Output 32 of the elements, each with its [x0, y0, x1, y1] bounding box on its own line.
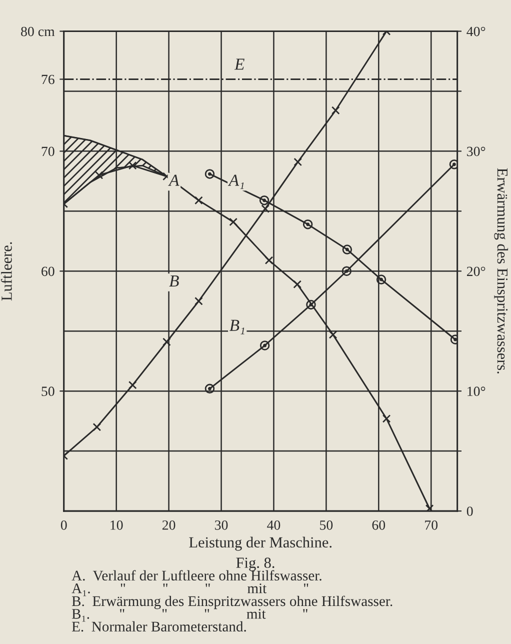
annotation: B — [169, 276, 179, 286]
y-axis-title: Luftleere. — [0, 242, 12, 301]
y-tick-label: 76 — [42, 74, 54, 84]
x-tick-label: 30 — [214, 520, 228, 530]
y2-tick-label: 40° — [466, 26, 486, 36]
text: B. Erwärmung des Einspritzwassers ohne Hilfswasser. — [72, 596, 392, 610]
y2-tick-label: 30° — [467, 146, 486, 156]
y2-tick-label: 10° — [468, 386, 486, 396]
x-tick-label: 60 — [372, 520, 386, 530]
y-tick-label: 70 — [42, 146, 54, 156]
y2-tick-label: 20° — [466, 266, 486, 276]
text: E. Normaler Barometerstand. — [72, 621, 246, 632]
x-tick-label: 50 — [320, 520, 333, 530]
annotation: B₁ — [230, 320, 244, 334]
ref-line-label: E — [234, 58, 244, 70]
x-tick-label: 70 — [425, 520, 438, 530]
y2-axis-title: Erwärmung des Einspritzwassers. — [494, 168, 508, 374]
y2-tick-label: 0 — [466, 506, 473, 516]
text: B₁. " " " mit " — [72, 609, 308, 622]
text: A. Verlauf der Luftleere ohne Hilfswasser. — [72, 570, 322, 581]
y-tick-label: 50 — [42, 386, 54, 396]
x-tick-label: 0 — [60, 520, 67, 530]
annotation: A₁ — [228, 174, 244, 190]
x-tick-label: 10 — [110, 520, 123, 530]
annotation: A — [168, 174, 180, 186]
y-tick-label: 60 — [42, 266, 54, 276]
x-tick-label: 20 — [162, 520, 176, 530]
text: A₁. " " " mit " — [72, 583, 308, 596]
x-tick-label: 40 — [267, 520, 280, 530]
y-tick-label: 80 cm — [21, 26, 55, 36]
x-axis-title: Leistung der Maschine. — [189, 536, 332, 551]
caption: Fig. 8. — [236, 558, 274, 572]
